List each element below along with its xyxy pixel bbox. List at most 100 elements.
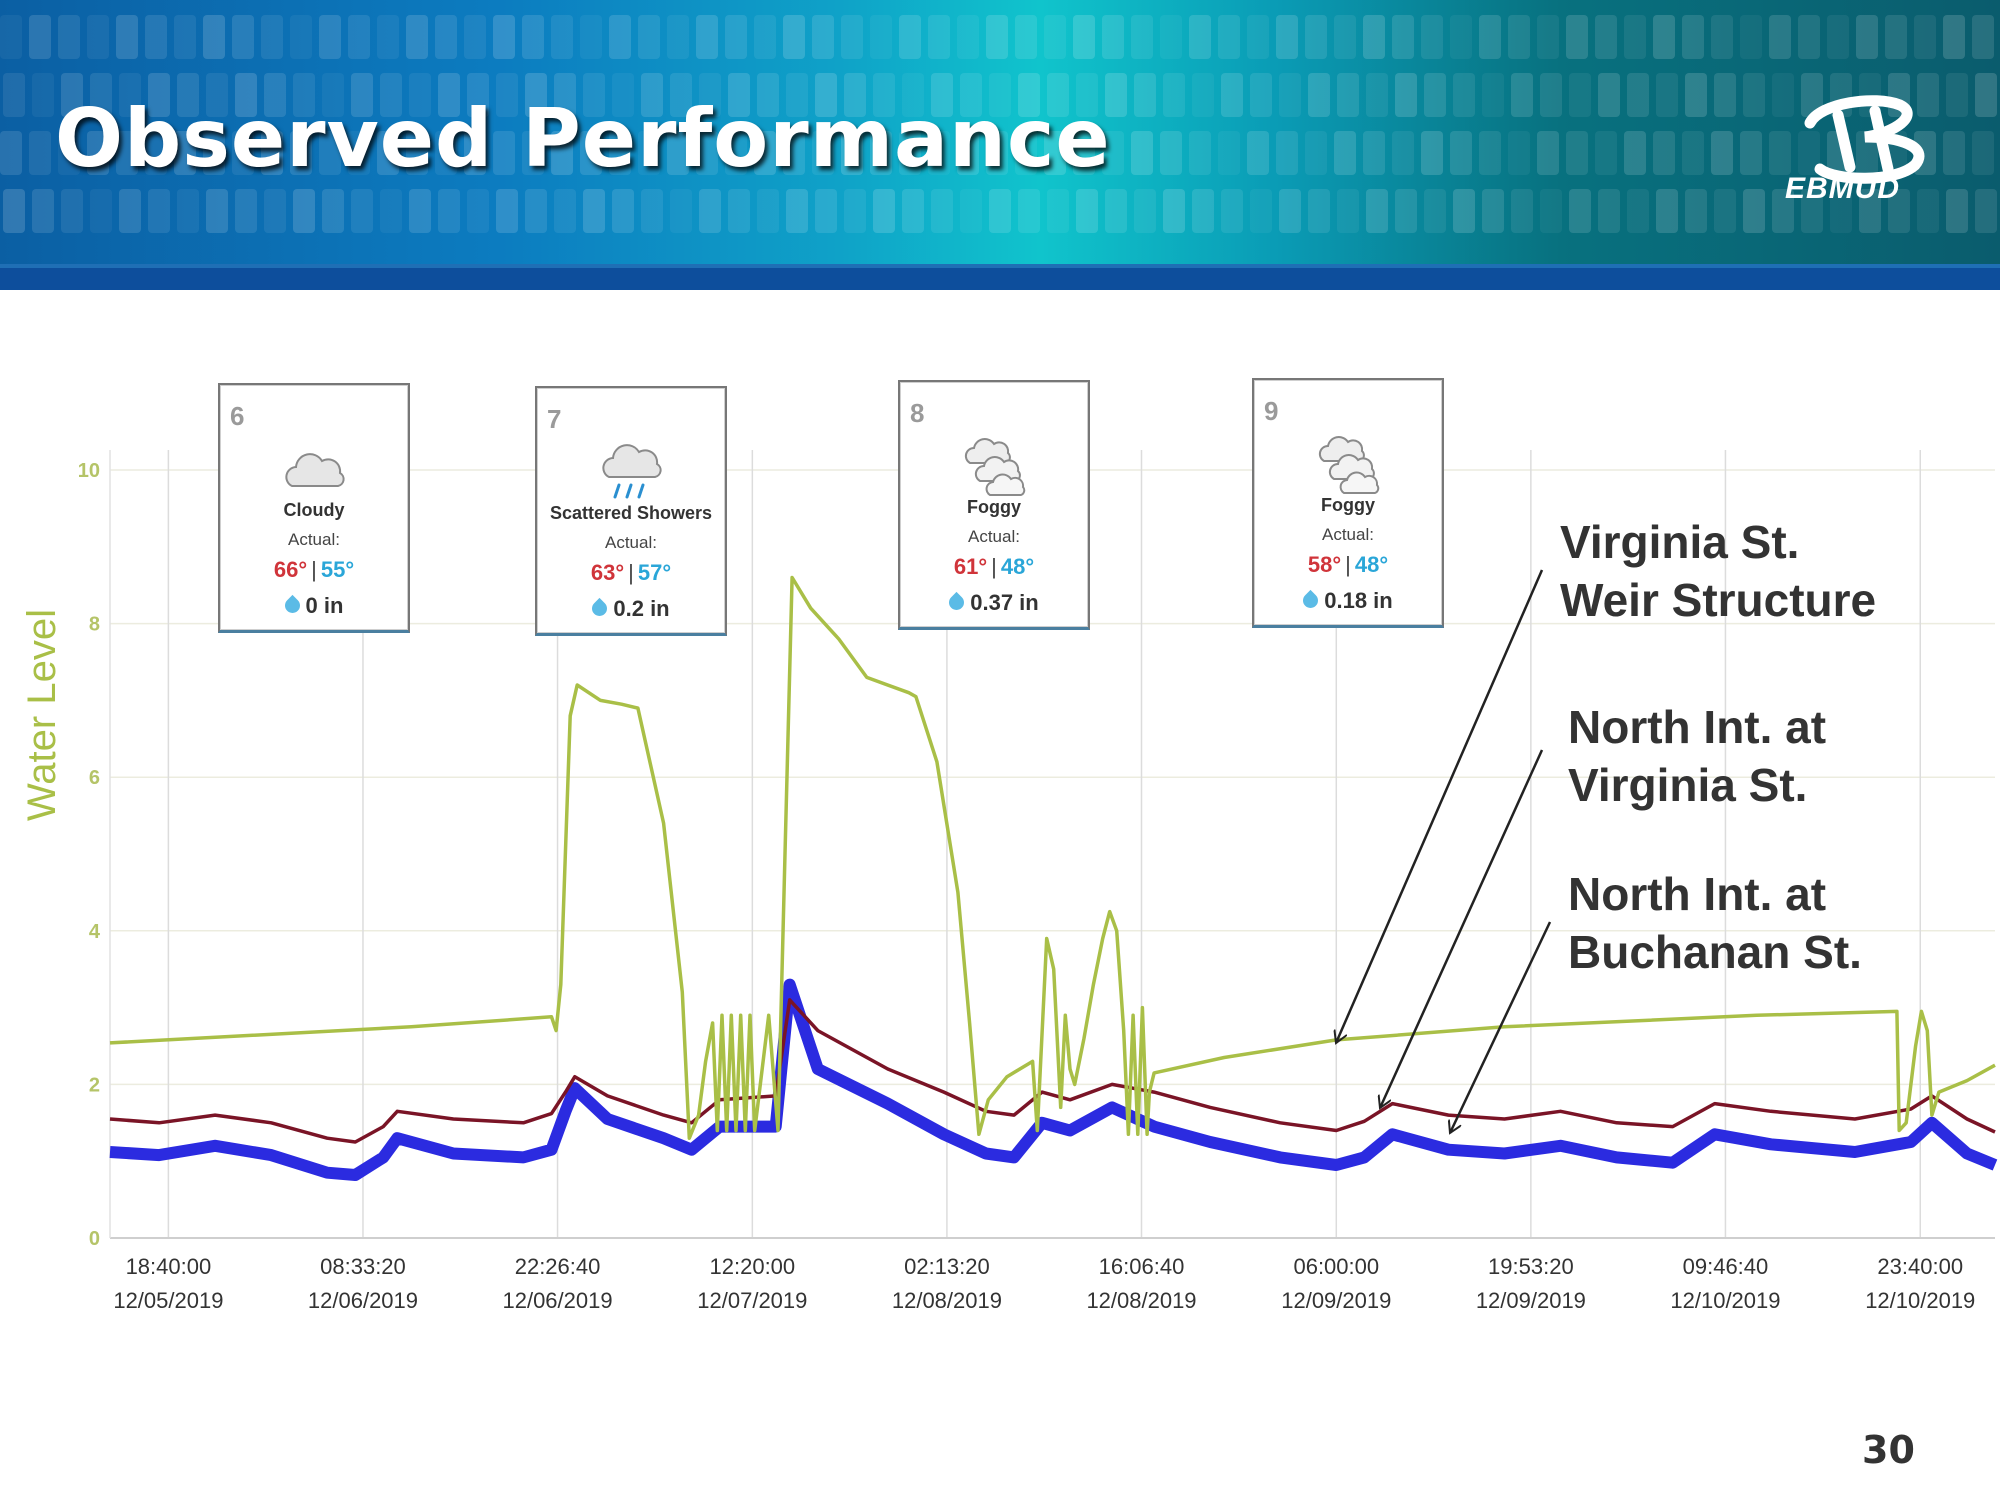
x-tick-date: 12/08/2019 bbox=[1086, 1288, 1196, 1313]
banner-tile bbox=[1395, 73, 1417, 117]
y-tick-label: 4 bbox=[89, 921, 101, 943]
banner-tile bbox=[1914, 15, 1936, 59]
banner-tile bbox=[1163, 189, 1185, 233]
banner-tile bbox=[348, 131, 370, 175]
banner-tile bbox=[1102, 131, 1124, 175]
banner-tile bbox=[0, 15, 22, 59]
banner-tile bbox=[1279, 189, 1301, 233]
banner-tile bbox=[1569, 73, 1591, 117]
banner-tile bbox=[1801, 73, 1823, 117]
banner-tile bbox=[812, 131, 834, 175]
x-tick-time: 12:20:00 bbox=[710, 1254, 796, 1279]
banner-tile bbox=[148, 73, 170, 117]
banner-tile bbox=[873, 189, 895, 233]
high-temp: 58° bbox=[1307, 552, 1342, 577]
banner-tile bbox=[786, 189, 808, 233]
y-tick-label: 10 bbox=[78, 460, 100, 482]
precip-value: 0.18 in bbox=[1324, 588, 1393, 613]
y-tick-label: 8 bbox=[89, 614, 100, 636]
banner-tile bbox=[1250, 189, 1272, 233]
x-tick-time: 18:40:00 bbox=[126, 1254, 212, 1279]
weather-actual-label: Actual: bbox=[1322, 525, 1374, 544]
x-tick-date: 12/07/2019 bbox=[697, 1288, 807, 1313]
banner-tile bbox=[116, 15, 138, 59]
banner-tile bbox=[1163, 73, 1185, 117]
banner-tile bbox=[1975, 189, 1997, 233]
banner-tile bbox=[1308, 73, 1330, 117]
annotation-line-1: Virginia St. bbox=[1560, 516, 1800, 568]
cloud-icon bbox=[285, 453, 345, 487]
annotation-weir-structure: Virginia St. Weir Structure bbox=[1560, 513, 1876, 629]
banner-tile bbox=[1189, 15, 1211, 59]
banner-tile bbox=[119, 189, 141, 233]
banner-tile bbox=[612, 189, 634, 233]
annotation-line-1: North Int. at bbox=[1568, 868, 1827, 920]
banner-tile bbox=[203, 15, 225, 59]
banner-tile bbox=[1743, 189, 1765, 233]
x-tick-date: 12/06/2019 bbox=[502, 1288, 612, 1313]
banner-tile bbox=[261, 15, 283, 59]
rain-cloud-icon bbox=[602, 444, 662, 499]
banner-tile bbox=[638, 131, 660, 175]
banner-tile bbox=[406, 131, 428, 175]
x-tick-time: 16:06:40 bbox=[1099, 1254, 1185, 1279]
banner-tile bbox=[1711, 15, 1733, 59]
banner-tile bbox=[728, 189, 750, 233]
banner-tile bbox=[1740, 15, 1762, 59]
banner-tile bbox=[1018, 189, 1040, 233]
x-tick-date: 12/10/2019 bbox=[1865, 1288, 1975, 1313]
banner-tile bbox=[641, 189, 663, 233]
banner-tile bbox=[1888, 189, 1910, 233]
banner-tile bbox=[986, 131, 1008, 175]
annotation-arrows bbox=[1336, 569, 1552, 1133]
banner-tile bbox=[1250, 73, 1272, 117]
banner-tile bbox=[1018, 73, 1040, 117]
banner-tile bbox=[696, 131, 718, 175]
banner-tile bbox=[1192, 189, 1214, 233]
page-title: Observed Performance bbox=[55, 92, 1111, 185]
banner-tile bbox=[696, 15, 718, 59]
banner-tile bbox=[264, 73, 286, 117]
banner-tile bbox=[29, 15, 51, 59]
banner-tile bbox=[1134, 73, 1156, 117]
banner-tile bbox=[812, 15, 834, 59]
banner-tile bbox=[670, 189, 692, 233]
banner-tile bbox=[1479, 131, 1501, 175]
banner-tile bbox=[29, 131, 51, 175]
banner-tile bbox=[1450, 131, 1472, 175]
banner-tile bbox=[1421, 131, 1443, 175]
banner-tile bbox=[728, 73, 750, 117]
y-tick-label: 0 bbox=[89, 1228, 100, 1250]
banner-tile bbox=[496, 189, 518, 233]
banner-tile bbox=[1218, 131, 1240, 175]
banner-tile bbox=[1769, 15, 1791, 59]
banner-tile bbox=[1221, 73, 1243, 117]
banner-tile bbox=[1685, 73, 1707, 117]
banner-tile bbox=[438, 73, 460, 117]
temp-separator: | bbox=[311, 557, 317, 582]
banner-tile bbox=[1015, 131, 1037, 175]
banner-tile bbox=[870, 131, 892, 175]
banner-tile bbox=[348, 15, 370, 59]
banner-tile bbox=[522, 15, 544, 59]
series-line-virginia-weir bbox=[109, 575, 1996, 1140]
precip-value: 0.37 in bbox=[970, 590, 1039, 615]
banner-tile bbox=[1537, 131, 1559, 175]
banner-tile bbox=[61, 189, 83, 233]
x-tick-date: 12/09/2019 bbox=[1281, 1288, 1391, 1313]
weather-card-day-8: 8 Foggy Actual: 61° | 48° 0.37 in bbox=[898, 380, 1090, 630]
banner-tile bbox=[467, 73, 489, 117]
banner-tile bbox=[1714, 189, 1736, 233]
banner-tile bbox=[406, 15, 428, 59]
banner-bottom-strip bbox=[0, 268, 2000, 290]
banner-tile bbox=[641, 73, 663, 117]
weather-card-day-6: 6 Cloudy Actual: 66° | 55° 0 in bbox=[218, 383, 410, 633]
banner-tile bbox=[699, 189, 721, 233]
high-temp: 61° bbox=[953, 554, 988, 579]
banner-tile bbox=[1653, 15, 1675, 59]
precip-value: 0.2 in bbox=[613, 596, 670, 621]
banner-tile bbox=[90, 189, 112, 233]
banner-tile bbox=[377, 131, 399, 175]
banner-tile bbox=[1337, 73, 1359, 117]
chart-series bbox=[109, 575, 1998, 1181]
